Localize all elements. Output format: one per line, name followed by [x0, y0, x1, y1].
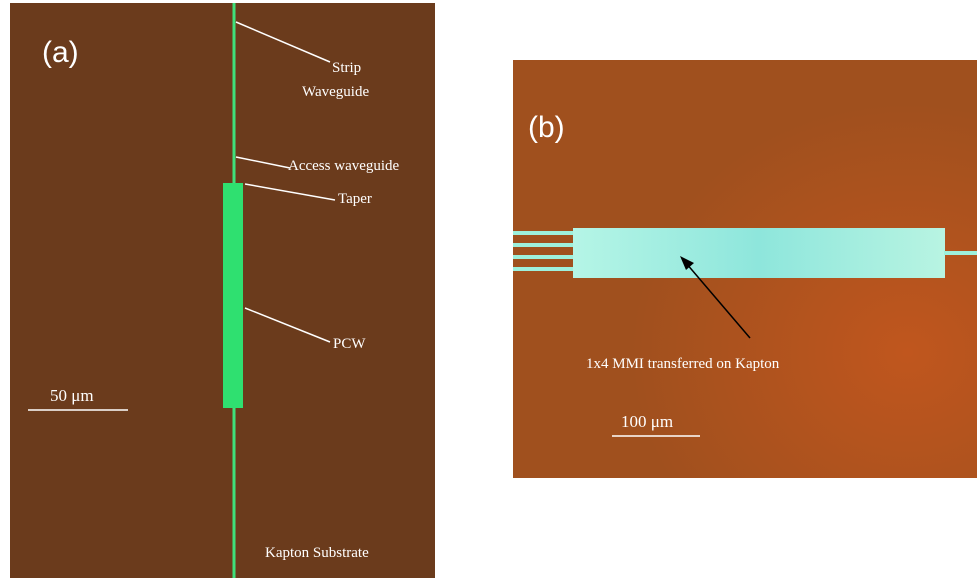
- substrate-label: Kapton Substrate: [265, 545, 369, 561]
- scale-bar-label: 50 μm: [50, 386, 94, 405]
- panel-label: (b): [528, 111, 565, 144]
- micrograph-a: [10, 3, 435, 578]
- panel-a: (a) Strip Waveguide Access waveguide Tap…: [10, 3, 435, 578]
- annotation: PCW: [333, 336, 366, 352]
- annotation: Access waveguide: [288, 158, 400, 174]
- mmi: [573, 228, 945, 278]
- figure: (a) Strip Waveguide Access waveguide Tap…: [0, 0, 977, 581]
- annotation: 1x4 MMI transferred on Kapton: [586, 356, 780, 372]
- annotation: Waveguide: [302, 84, 369, 100]
- panel-label: (a): [42, 36, 79, 69]
- annotation: Strip: [332, 60, 361, 76]
- scale-bar-label: 100 μm: [621, 412, 673, 431]
- pcw: [223, 183, 243, 408]
- panel-b: (b) 1x4 MMI transferred on Kapton 100 μm: [513, 60, 977, 478]
- annotation: Taper: [338, 191, 372, 207]
